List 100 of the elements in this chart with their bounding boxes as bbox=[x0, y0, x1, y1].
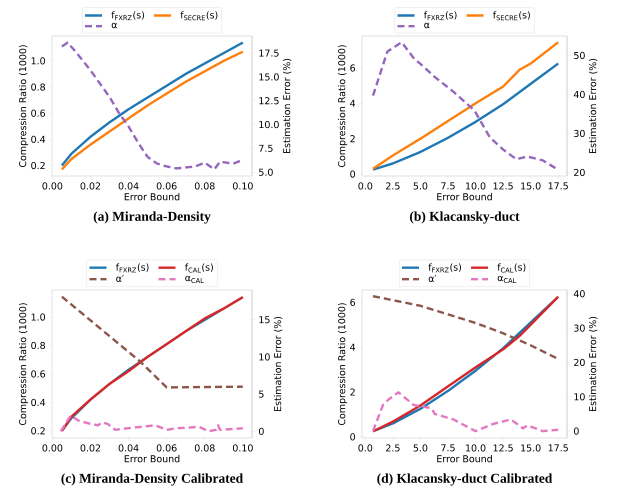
y-tick-label: 2 bbox=[350, 135, 355, 142]
legend-label: α bbox=[424, 22, 430, 28]
x-tick-label: 0.08 bbox=[194, 444, 215, 452]
x-tick-label: 12.5 bbox=[494, 182, 513, 190]
legend-label: f$_{FXRZ}$(s) bbox=[428, 263, 462, 272]
legend-label: f$_{SECRE}$(s) bbox=[492, 11, 530, 20]
legend-label: f$_{FXRZ}$(s) bbox=[424, 11, 457, 20]
legend-label: α$_{CAL}$ bbox=[185, 276, 204, 284]
y-tick-label: 0.6 bbox=[31, 370, 46, 378]
x-axis-title: Error Bound bbox=[124, 193, 180, 200]
x-tick-label: 15.0 bbox=[521, 182, 541, 190]
x-tick-label: 0.02 bbox=[80, 444, 100, 452]
y2-tick-label: 0 bbox=[258, 428, 264, 435]
x-tick-label: 12.5 bbox=[494, 444, 513, 452]
x-axis-title: Error Bound bbox=[124, 455, 180, 462]
y2-tick-label: 15.0 bbox=[259, 73, 279, 81]
x-tick-label: 0.08 bbox=[194, 182, 215, 190]
y2-axis-title: Estimation Error (%) bbox=[282, 58, 292, 154]
y-tick-label: 0 bbox=[350, 433, 356, 440]
text: (b) Klacansky-duct bbox=[410, 211, 520, 224]
legend-label: α bbox=[112, 22, 117, 28]
line-series bbox=[372, 294, 560, 360]
legend-label: α′ bbox=[116, 275, 124, 282]
y-tick-label: 1.0 bbox=[32, 57, 46, 64]
line-series bbox=[60, 296, 244, 432]
y2-tick-label: 12.5 bbox=[259, 97, 279, 104]
y2-tick-label: 20 bbox=[574, 168, 585, 176]
x-tick-label: 15.0 bbox=[521, 444, 541, 452]
legend-label: f$_{SECRE}$(s) bbox=[180, 11, 218, 20]
x-tick-label: 0.00 bbox=[42, 182, 62, 190]
line-series bbox=[60, 295, 244, 389]
y2-tick-label: 10.0 bbox=[259, 120, 279, 128]
y2-tick-label: 20 bbox=[574, 358, 585, 366]
y-tick-label: 0.6 bbox=[31, 110, 46, 117]
y2-axis-title: Estimation Error (%) bbox=[274, 316, 282, 412]
x-tick-label: 0.00 bbox=[42, 444, 62, 452]
y2-tick-label: 30 bbox=[574, 130, 585, 138]
x-tick-label: 0.0 bbox=[358, 444, 372, 452]
y-tick-label: 1.0 bbox=[32, 313, 46, 321]
x-tick-label: 7.5 bbox=[441, 444, 455, 452]
legend-label: f$_{FXRZ}$(s) bbox=[111, 11, 144, 20]
y2-tick-label: 15 bbox=[259, 316, 270, 324]
text: (a) Miranda-Density bbox=[94, 211, 211, 224]
legend-label: α′ bbox=[428, 275, 436, 282]
x-tick-label: 2.5 bbox=[386, 182, 400, 190]
line-series bbox=[60, 414, 244, 433]
y2-tick-label: 30 bbox=[574, 324, 585, 332]
x-tick-label: 0.0 bbox=[358, 182, 372, 190]
x-tick-label: 5.0 bbox=[414, 444, 428, 452]
x-tick-label: 0.06 bbox=[156, 182, 177, 190]
legend-label: f$_{CAL}$(s) bbox=[184, 263, 213, 273]
y-axis-title: Compression Ratio (1000) bbox=[18, 303, 28, 426]
x-tick-label: 17.5 bbox=[548, 444, 568, 452]
y2-tick-label: 50 bbox=[574, 52, 585, 60]
x-tick-label: 0.02 bbox=[80, 182, 100, 190]
x-axis-title: Error Bound bbox=[437, 455, 492, 462]
x-tick-label: 0.06 bbox=[156, 444, 177, 452]
x-tick-label: 10.0 bbox=[466, 182, 486, 190]
y2-tick-label: 40 bbox=[574, 290, 585, 298]
legend-label: f$_{CAL}$(s) bbox=[497, 263, 526, 273]
y-tick-label: 2 bbox=[350, 388, 355, 396]
line-series bbox=[372, 391, 560, 432]
x-axis-title: Error Bound bbox=[437, 193, 492, 200]
y-axis-title: Compression Ratio (1000) bbox=[338, 45, 348, 168]
x-tick-label: 0.10 bbox=[232, 444, 253, 452]
legend-label: f$_{FXRZ}$(s) bbox=[116, 263, 149, 272]
y-tick-label: 0.4 bbox=[31, 398, 46, 406]
x-tick-label: 10.0 bbox=[466, 444, 486, 452]
y-tick-label: 0 bbox=[350, 170, 356, 178]
y-tick-label: 0.4 bbox=[31, 136, 46, 143]
x-tick-label: 0.04 bbox=[118, 182, 139, 190]
y2-tick-label: 10 bbox=[574, 393, 585, 400]
line-series bbox=[372, 296, 560, 432]
text: (c) Miranda-Density Calibrated bbox=[61, 473, 243, 486]
y2-axis-title: Estimation Error (%) bbox=[588, 316, 598, 412]
y-tick-label: 0.8 bbox=[31, 342, 45, 350]
x-tick-label: 5.0 bbox=[414, 182, 428, 190]
y2-tick-label: 40 bbox=[574, 90, 585, 98]
y-axis-title: Compression Ratio (1000) bbox=[338, 303, 348, 426]
y-tick-label: 4 bbox=[350, 344, 356, 351]
y2-tick-label: 17.5 bbox=[259, 50, 279, 57]
text: (d) Klacansky-duct Calibrated bbox=[377, 473, 552, 486]
x-tick-label: 17.5 bbox=[548, 182, 568, 190]
y-tick-label: 0.2 bbox=[31, 162, 45, 170]
y2-tick-label: 7.5 bbox=[259, 144, 273, 152]
y2-tick-label: 0 bbox=[574, 428, 579, 435]
x-tick-label: 2.5 bbox=[386, 444, 400, 452]
y2-tick-label: 5.0 bbox=[259, 168, 273, 176]
y-tick-label: 6 bbox=[350, 64, 356, 72]
y-tick-label: 0.8 bbox=[31, 83, 45, 91]
line-series bbox=[372, 62, 560, 171]
x-tick-label: 0.04 bbox=[118, 444, 139, 452]
legend-label: α$_{CAL}$ bbox=[498, 276, 516, 284]
y-axis-title: Compression Ratio (1000) bbox=[18, 45, 28, 168]
y2-axis-title: Estimation Error (%) bbox=[588, 58, 598, 154]
x-tick-label: 7.5 bbox=[441, 182, 455, 190]
y-tick-label: 4 bbox=[350, 100, 356, 107]
y2-tick-label: 10 bbox=[259, 353, 270, 361]
y-tick-label: 6 bbox=[350, 298, 356, 306]
y2-tick-label: 5 bbox=[259, 390, 264, 398]
